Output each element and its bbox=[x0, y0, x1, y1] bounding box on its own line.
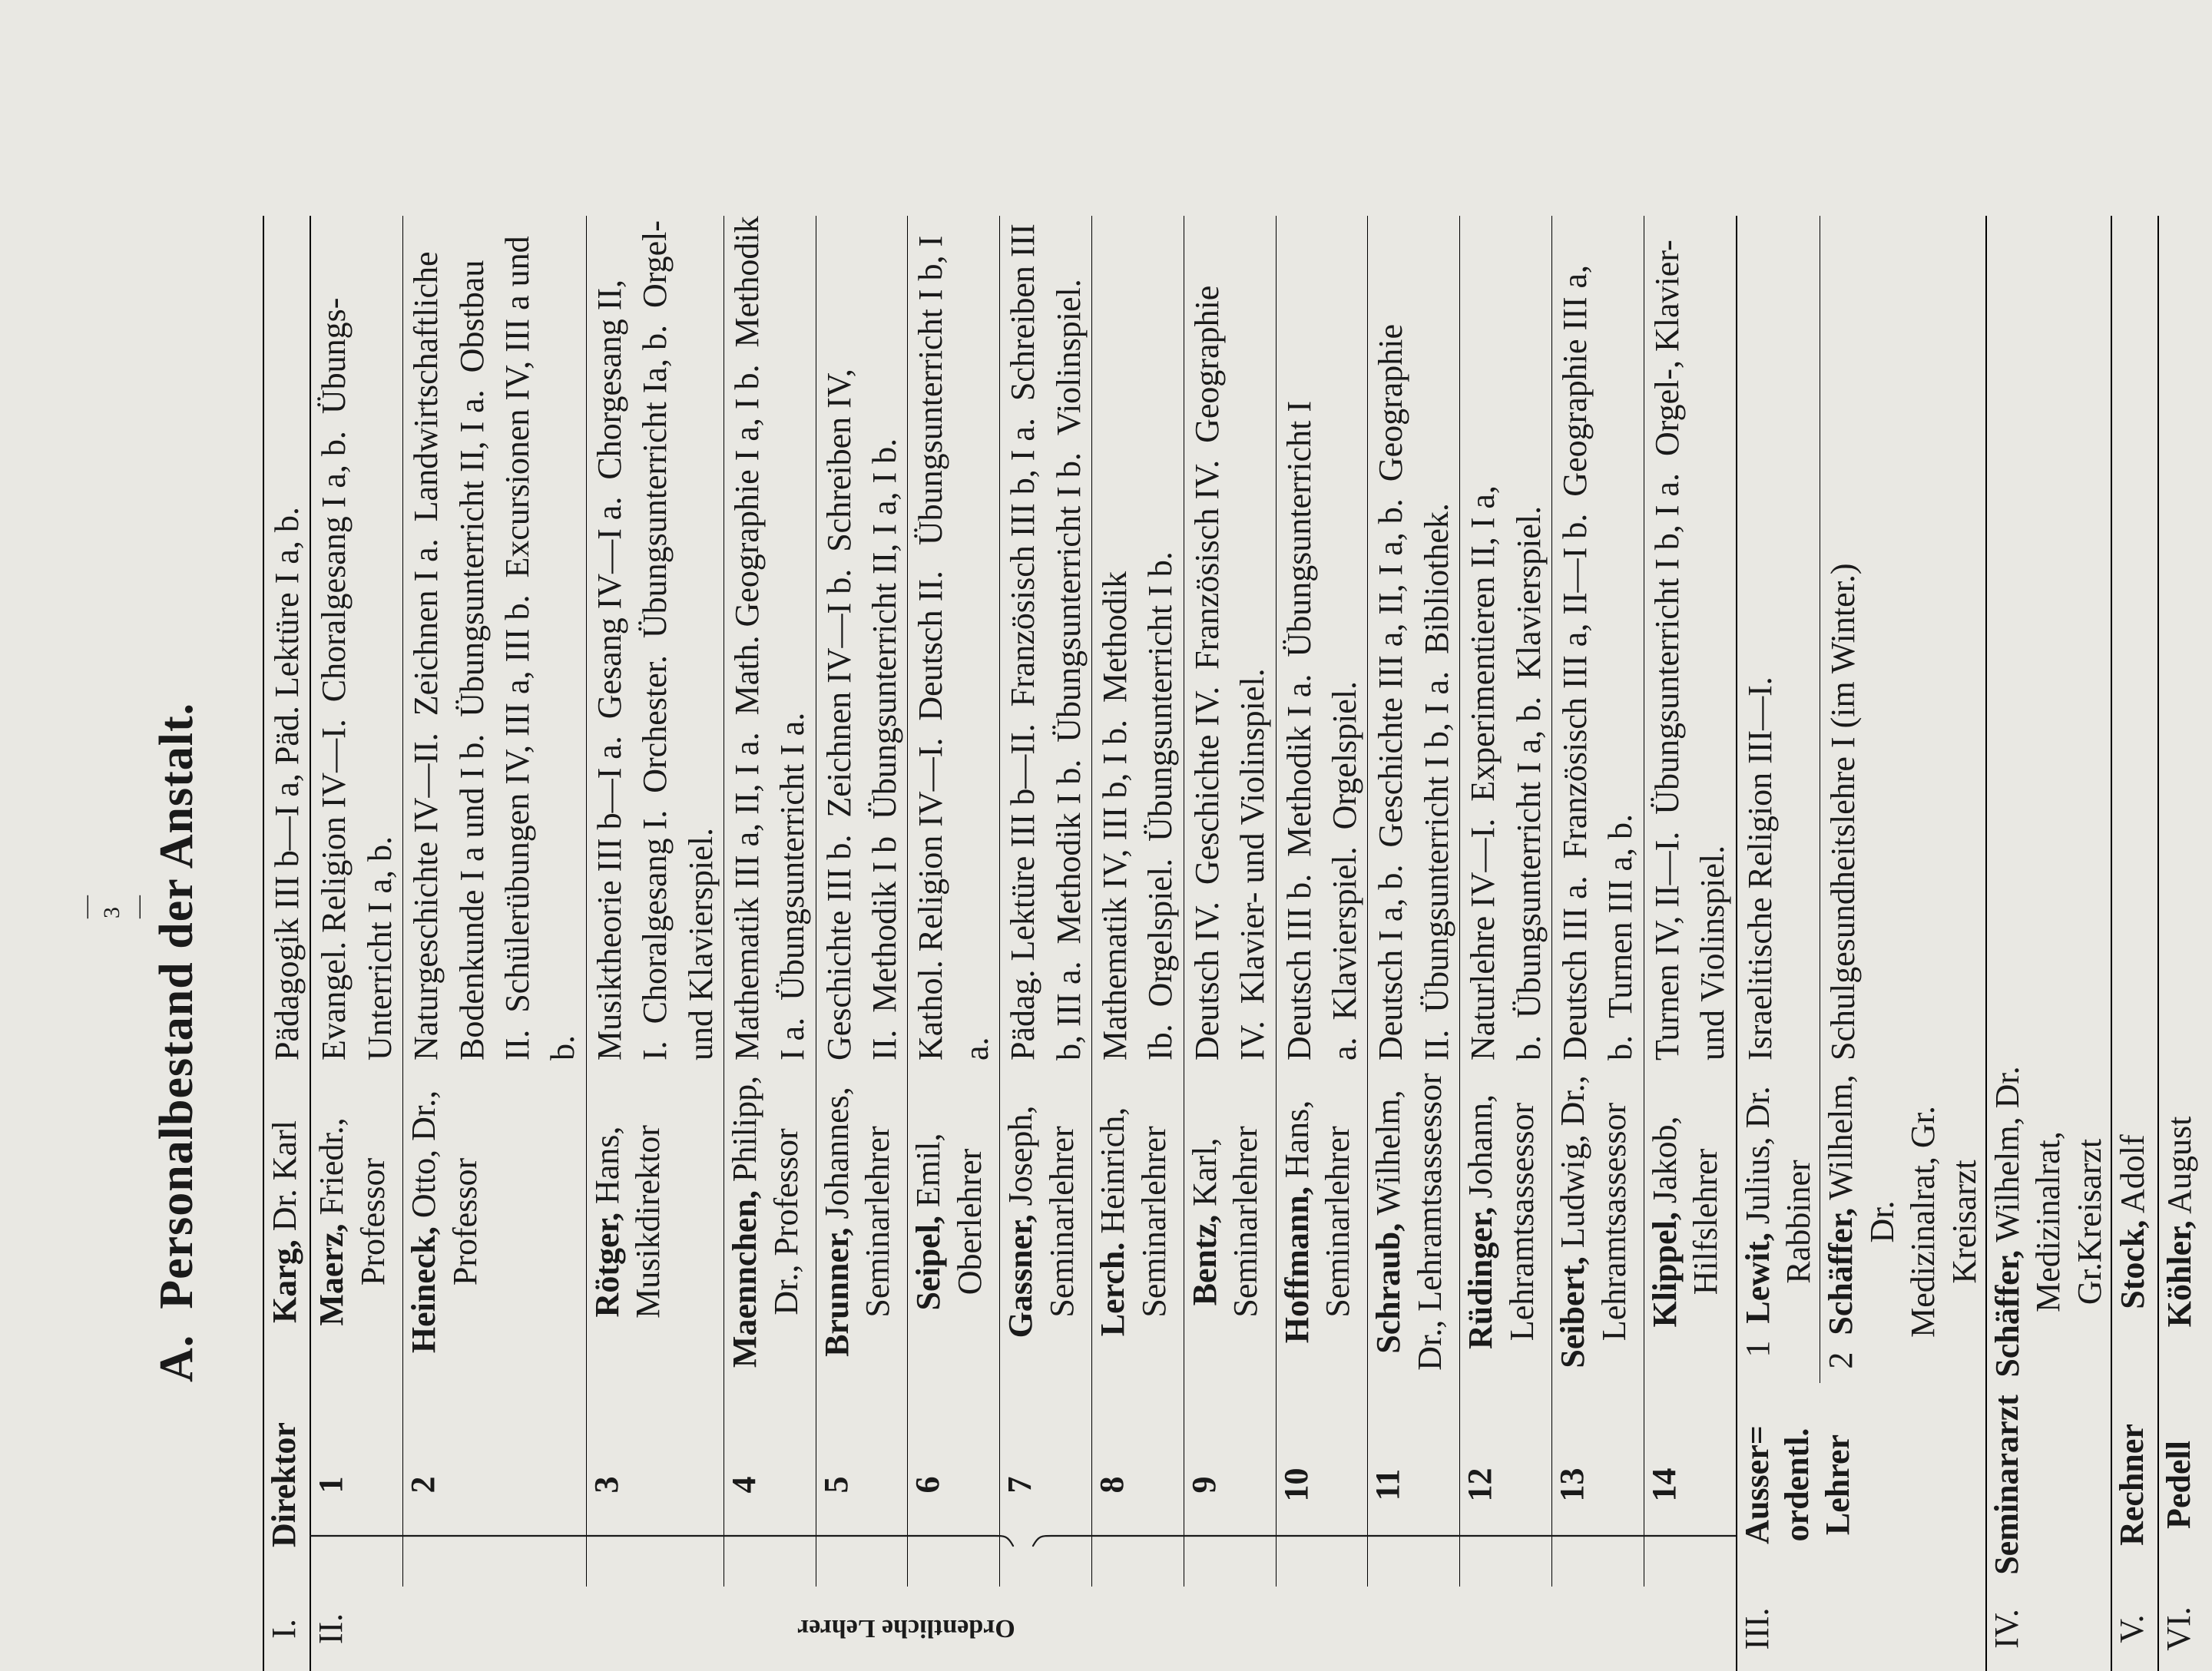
svg-text:Ordentliche Lehrer: Ordentliche Lehrer bbox=[797, 1614, 1015, 1643]
